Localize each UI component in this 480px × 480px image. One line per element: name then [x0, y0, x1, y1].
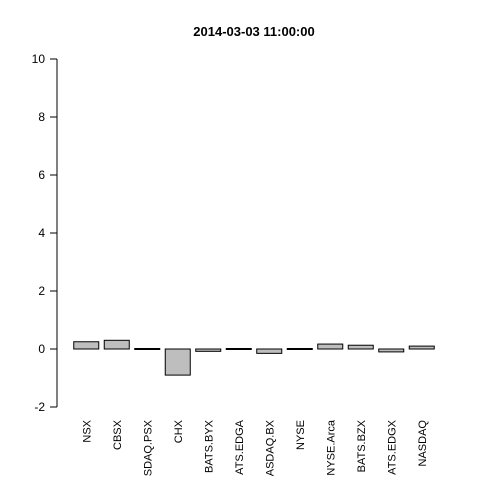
bar-bats-bzx — [347, 344, 374, 350]
bar-nyse-arca — [317, 343, 344, 350]
x-category-label: BATS.BZX — [356, 419, 368, 472]
bar-asdaq-bx — [256, 348, 283, 354]
bar-ats-edgx — [378, 348, 405, 353]
bar-nyse — [286, 348, 313, 350]
y-tick-label: 2 — [38, 284, 45, 298]
x-category-label: NYSE.Arca — [325, 419, 337, 476]
x-category-label: ATS.EDGX — [386, 419, 398, 474]
bar-bats-byx — [195, 348, 222, 352]
y-tick-label: 4 — [38, 226, 45, 240]
bar-ats-edga — [225, 348, 252, 350]
x-category-label: NSX — [81, 419, 93, 442]
bar-nsx — [73, 341, 100, 350]
x-category-label: SDAQ.PSX — [142, 419, 154, 476]
bar-nasdaq — [408, 345, 435, 350]
x-axis-labels: NSX CBSX SDAQ.PSX CHX BATS.BYX ATS.EDGA ASDAQ.… — [81, 419, 429, 476]
x-category-label: CHX — [173, 419, 185, 443]
y-tick-label: -2 — [34, 400, 45, 414]
y-tick-label: 6 — [38, 168, 45, 182]
chart-title: 2014-03-03 11:00:00 — [193, 24, 314, 39]
x-category-label: CBSX — [112, 419, 124, 450]
bar-cbsx — [103, 339, 130, 350]
y-axis: -2 0 2 4 6 8 10 — [32, 52, 58, 414]
bars-group — [73, 339, 435, 376]
x-category-label: NASDAQ — [417, 420, 429, 467]
y-tick-label: 8 — [38, 110, 45, 124]
bar-chx — [164, 348, 191, 376]
x-category-label: BATS.BYX — [203, 419, 215, 473]
x-category-label: ASDAQ.BX — [264, 419, 276, 476]
bar-sdaq-psx — [134, 348, 161, 350]
x-category-label: ATS.EDGA — [234, 419, 246, 474]
y-tick-label: 0 — [38, 342, 45, 356]
y-tick-label: 10 — [32, 52, 46, 66]
x-category-label: NYSE — [295, 420, 307, 450]
